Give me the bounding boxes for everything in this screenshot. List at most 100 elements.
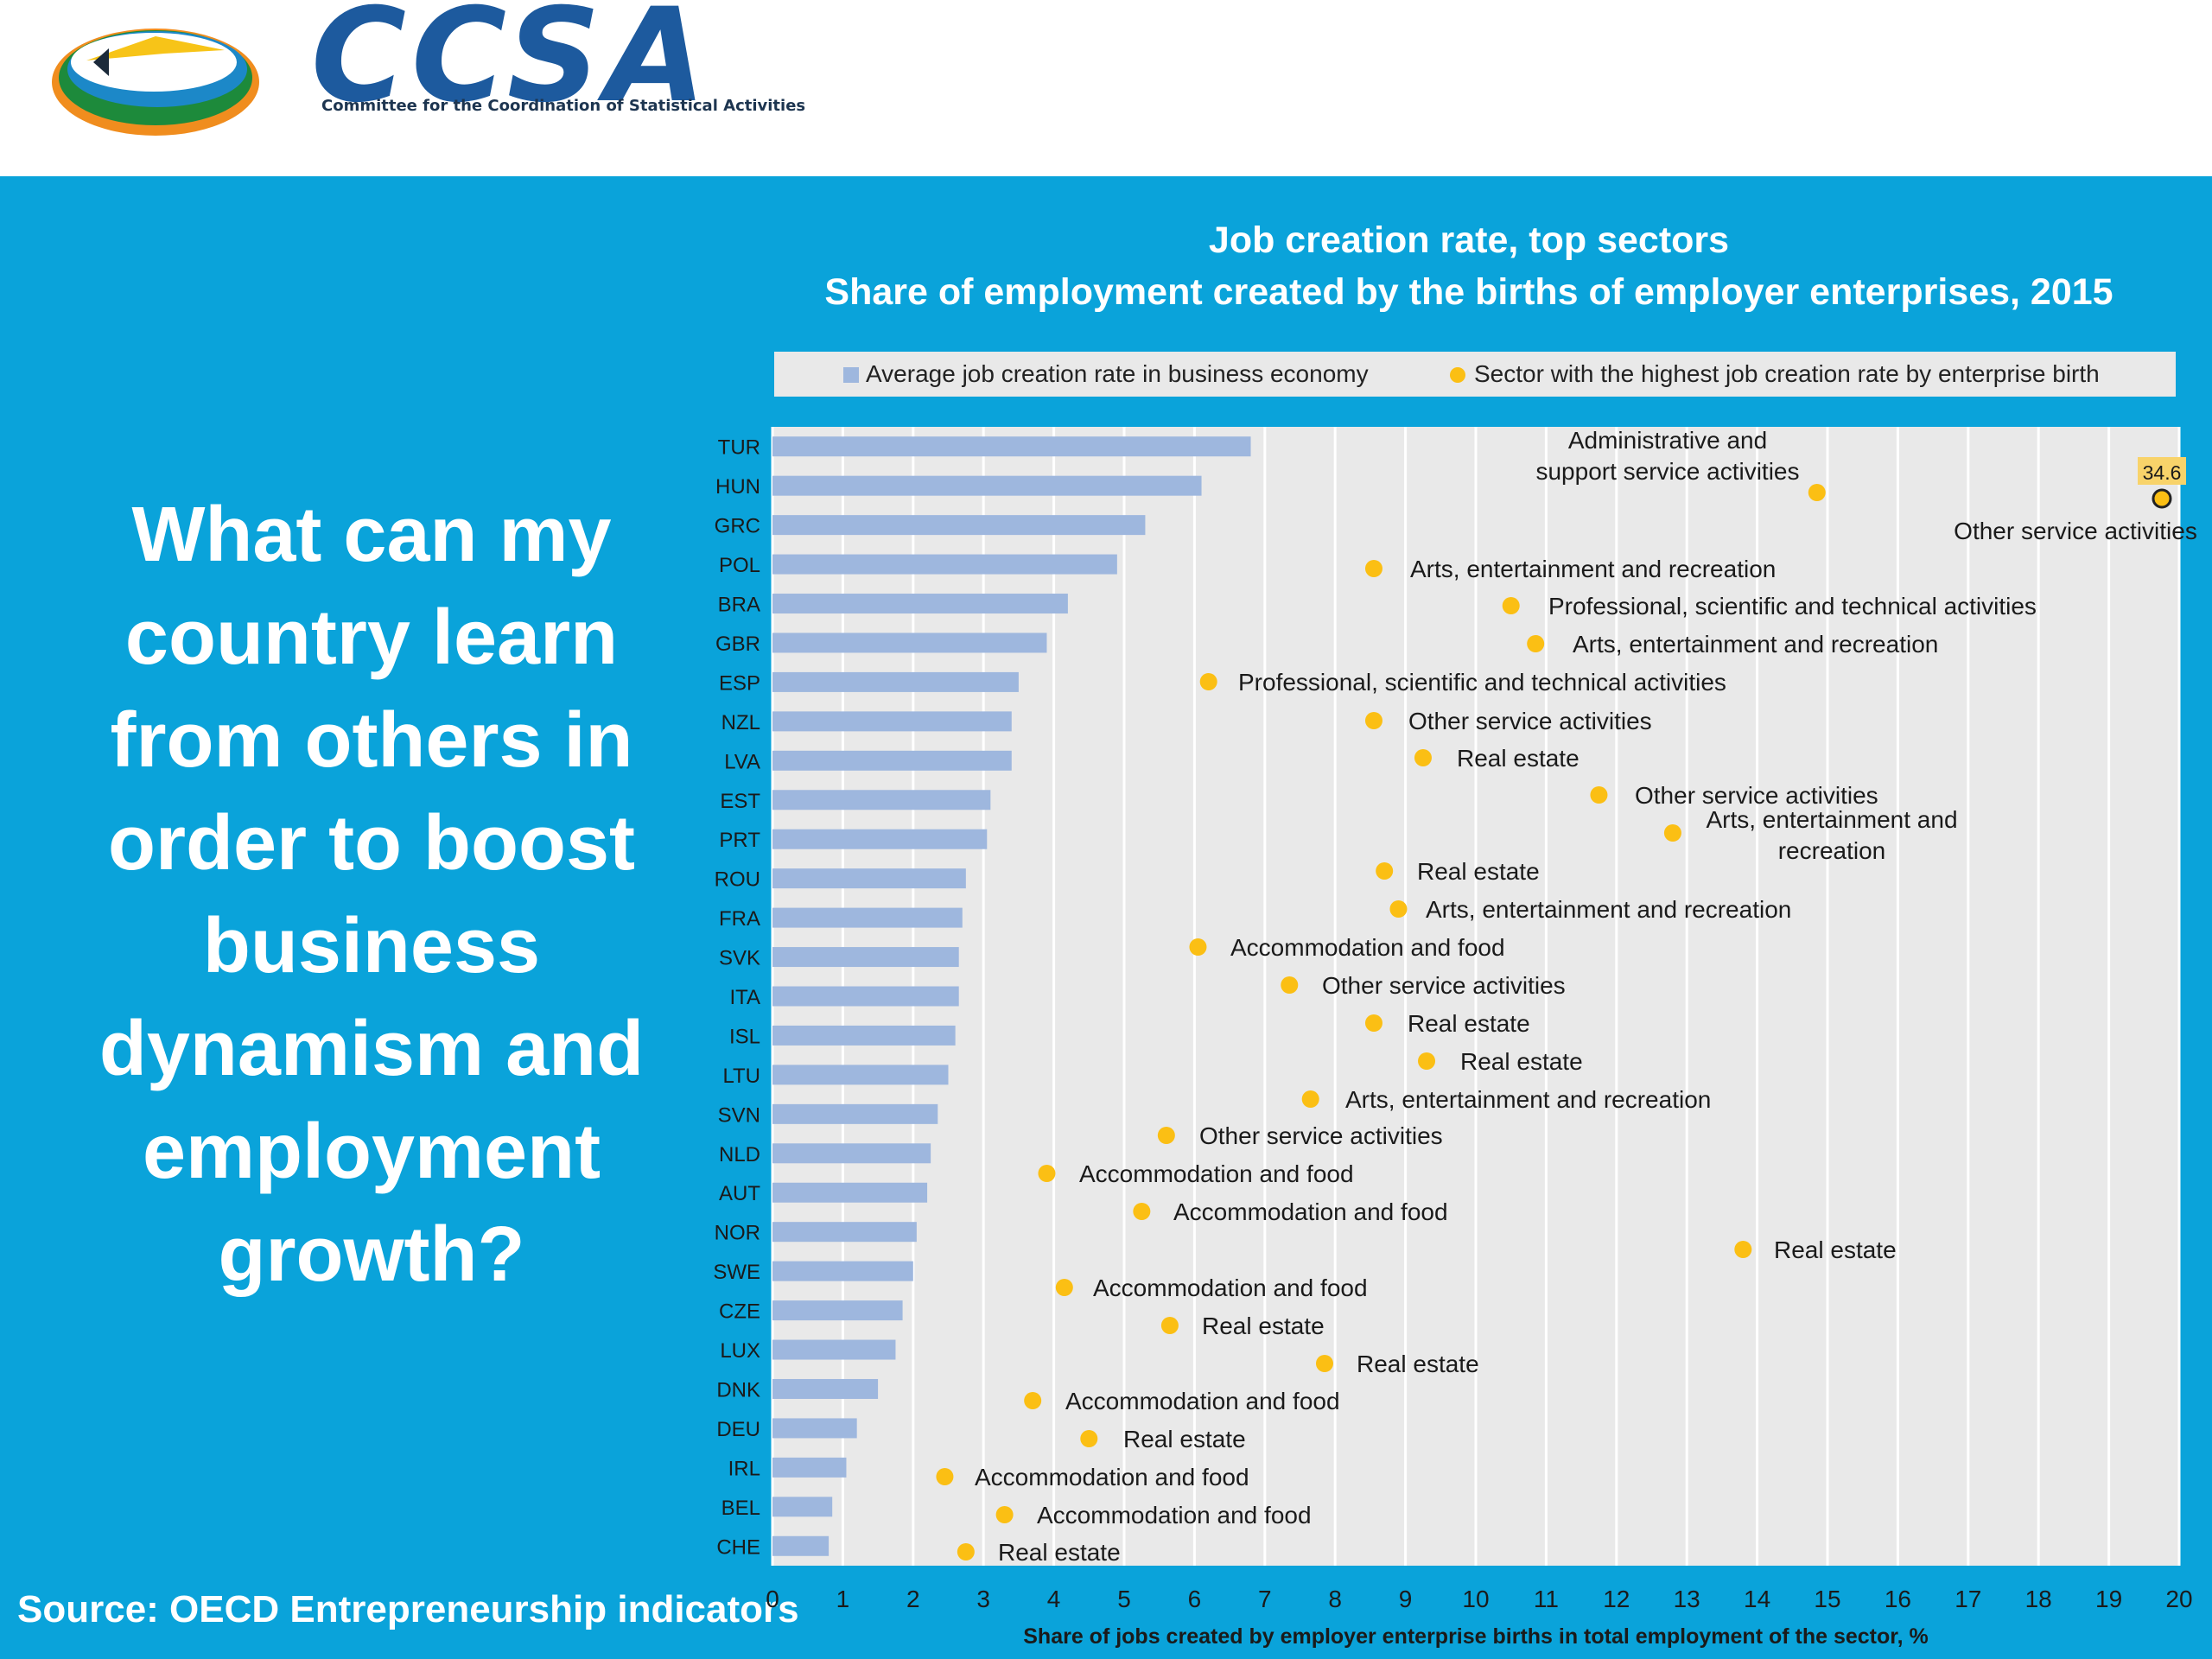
bar [772,1339,896,1360]
bar [772,632,1047,653]
x-axis-title: Share of jobs created by employer enterp… [1023,1624,1929,1649]
y-tick-label: SVN [718,1103,760,1127]
sector-dot [1133,1203,1151,1220]
x-tick-label: 16 [1885,1586,1911,1612]
bar [772,1065,949,1085]
question-line: What can my [131,492,612,578]
sector-dot [1281,976,1299,994]
sector-dot [1024,1392,1042,1409]
x-tick-label: 10 [1462,1586,1489,1612]
chart-title-block: Job creation rate, top sectors Share of … [778,214,2160,318]
y-tick-label: ROU [715,868,760,892]
sector-label: Real estate [1202,1313,1325,1339]
y-tick-label: NZL [721,711,760,734]
bar [772,1143,931,1164]
sector-dot [936,1468,954,1485]
sector-label: Real estate [1460,1048,1583,1075]
y-tick-label: ITA [729,986,760,1009]
sector-label: Professional, scientific and technical a… [1548,593,2037,620]
sector-label: Other service activities [1199,1122,1443,1149]
sector-label: Accommodation and food [1173,1198,1448,1225]
legend-item-dot: Sector with the highest job creation rat… [1450,352,2100,397]
y-tick-label: BRA [718,594,760,617]
sector-label: Administrative and support service activi… [1535,427,1799,485]
sector-label: Real estate [1123,1426,1246,1452]
value-callout-box [2138,457,2186,485]
bar [772,790,991,810]
question-line: growth? [218,1211,525,1298]
x-tick-label: 8 [1328,1586,1342,1612]
bar [772,1457,847,1478]
bar [772,1103,938,1124]
x-tick-label: 2 [906,1586,920,1612]
y-tick-label: NOR [715,1222,760,1245]
sector-label-line: Arts, entertainment and [1706,806,1957,833]
sector-label: Other service activities [1322,972,1566,999]
legend-bar-swatch [843,367,859,383]
x-tick-label: 13 [1674,1586,1700,1612]
sector-dot [957,1543,975,1560]
bar [772,750,1012,771]
sector-dot [1376,862,1394,880]
sector-label: Other service activities [1635,782,1878,809]
sector-dot [1160,1317,1179,1334]
x-tick-label: 19 [2095,1586,2122,1612]
x-tick-label: 20 [2165,1586,2192,1612]
x-tick-label: 9 [1399,1586,1413,1612]
bar [772,829,988,849]
sector-dot [1301,1090,1319,1108]
bar [772,1497,833,1517]
x-tick-label: 5 [1117,1586,1131,1612]
question-line: order to boost [108,800,635,887]
bar [772,711,1012,732]
legend-dot-swatch [1450,367,1465,383]
y-tick-label: GBR [715,632,760,656]
sector-dot [1364,712,1382,729]
ccsa-logo: CCSA Committee for the Coordination of S… [26,0,805,147]
bar [772,475,1202,496]
sector-label: Real estate [1357,1351,1479,1377]
x-tick-label: 6 [1188,1586,1202,1612]
x-tick-label: 11 [1534,1586,1559,1612]
bar [772,1300,903,1321]
y-tick-label: EST [720,790,760,813]
y-tick-label: NLD [719,1143,760,1166]
y-tick-label: AUT [719,1182,760,1205]
x-tick-label: 0 [766,1586,779,1612]
sector-label: Accommodation and food [1079,1160,1354,1187]
bar [772,986,959,1007]
y-tick-label: POL [719,554,760,577]
source-note: Source: OECD Entrepreneurship indicators [17,1588,799,1630]
sector-dot [1418,1052,1436,1070]
x-tick-label: 17 [1955,1586,1981,1612]
chart-subtitle: Share of employment created by the birth… [824,271,2113,313]
y-tick-label: BEL [721,1497,760,1520]
logo-wordmark: CCSA [311,0,711,131]
bar [772,1222,917,1243]
bar [772,1182,928,1203]
legend-item-bar: Average job creation rate in business ec… [843,352,1369,397]
y-tick-label: SVK [719,947,760,970]
sector-dot [1808,484,1826,501]
sector-label: Arts, entertainment and recreation [1426,896,1791,923]
bar [772,868,966,889]
logo-subtitle: Committee for the Coordination of Statis… [321,97,806,115]
sector-label: Accommodation and food [1065,1388,1340,1414]
sector-dot [1038,1165,1056,1182]
sector-label: Arts, entertainment and recreation [1706,806,1957,864]
bar [772,1378,879,1399]
sector-label-line: recreation [1778,837,1886,864]
value-callout-label: 34.6 [2143,461,2182,484]
x-tick-label: 4 [1047,1586,1061,1612]
y-tick-label: PRT [719,829,760,852]
sector-label: Arts, entertainment and recreation [1410,556,1776,582]
sector-dot-offscale [2152,488,2172,509]
sector-dot [1364,560,1382,577]
bar [772,1025,956,1046]
question-text: What can my country learn from others in… [52,484,691,1306]
y-tick-label: GRC [715,515,760,538]
x-tick-label: 3 [976,1586,990,1612]
sector-dot [1527,635,1545,652]
question-line: from others in [110,697,633,784]
